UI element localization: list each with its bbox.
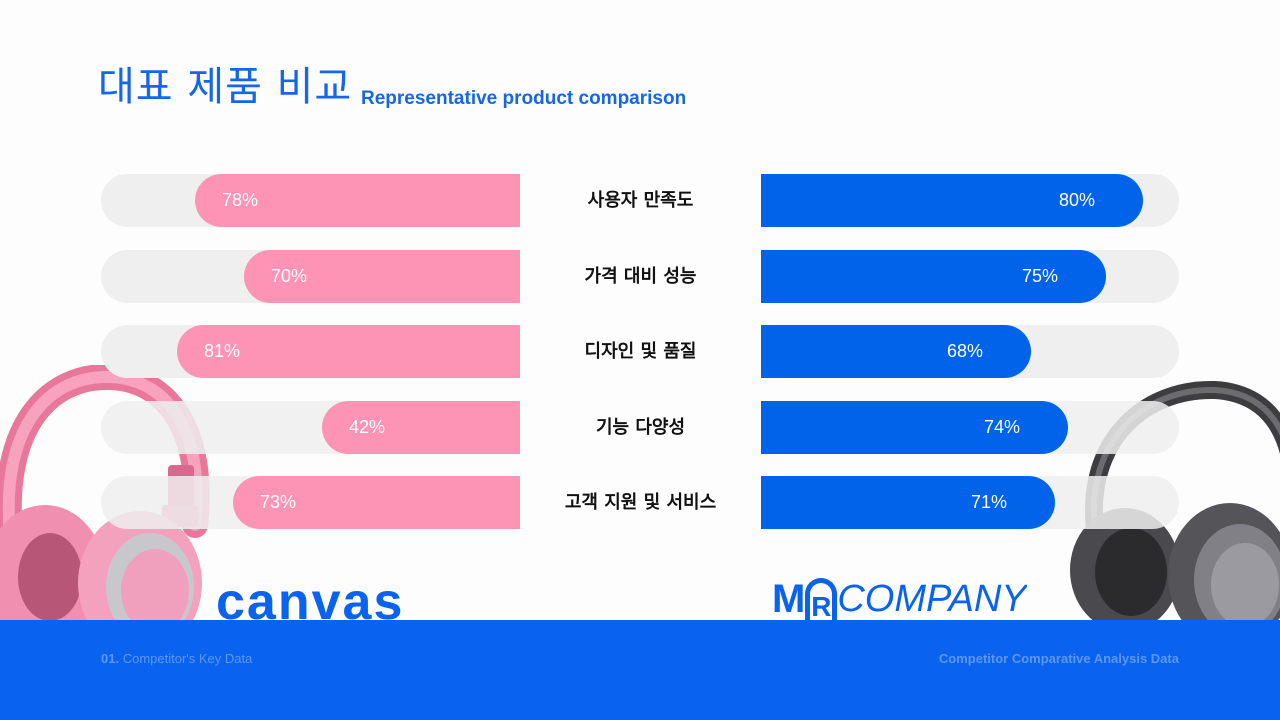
mrcompany-bar-track: 74% [761, 401, 1179, 454]
category-label: 디자인 및 품질 [584, 341, 697, 362]
canvas-value: 81% [204, 341, 241, 361]
category-label: 고객 지원 및 서비스 [564, 492, 717, 513]
mrcompany-value: 68% [946, 341, 983, 361]
logo-company-text: COMPANY [837, 578, 1027, 620]
comparison-row: 42% 기능 다양성 74% [0, 401, 1280, 454]
comparison-row: 81% 디자인 및 품질 68% [0, 325, 1280, 378]
mrcompany-bar: 80% [761, 174, 1143, 227]
canvas-bar-track: 73% [101, 476, 520, 529]
canvas-bar: 81% [177, 325, 520, 378]
page-title: 대표 제품 비교 [98, 64, 353, 110]
mrcompany-value: 75% [1021, 266, 1058, 286]
mrcompany-bar-track: 68% [761, 325, 1179, 378]
footer-section-number: 01. [101, 651, 120, 666]
logo-r-arch: R [805, 578, 838, 620]
logo-m: M [772, 577, 806, 620]
canvas-bar-track: 70% [101, 250, 520, 303]
canvas-logo: canvas [216, 573, 405, 620]
mrcompany-bar-track: 71% [761, 476, 1179, 529]
canvas-value: 73% [260, 492, 297, 512]
mrcompany-value: 74% [983, 417, 1020, 437]
canvas-bar-track: 78% [101, 174, 520, 227]
mrcompany-value: 80% [1058, 190, 1095, 210]
page-subtitle: Representative product comparison [361, 88, 687, 109]
mrcompany-bar-track: 80% [761, 174, 1179, 227]
canvas-bar-track: 81% [101, 325, 520, 378]
canvas-bar: 70% [244, 250, 520, 303]
category-label: 사용자 만족도 [587, 190, 694, 211]
mrcompany-logo: M R COMPANY [772, 574, 1027, 620]
comparison-row: 73% 고객 지원 및 서비스 71% [0, 476, 1280, 529]
comparison-row: 78% 사용자 만족도 80% [0, 174, 1280, 227]
category-label: 가격 대비 성능 [584, 266, 697, 287]
mrcompany-bar: 68% [761, 325, 1031, 378]
mrcompany-bar-track: 75% [761, 250, 1179, 303]
canvas-bar-track: 42% [101, 401, 520, 454]
footer-caption: Competitor Comparative Analysis Data [938, 651, 1179, 666]
mrcompany-bar: 75% [761, 250, 1106, 303]
canvas-bar: 42% [322, 401, 520, 454]
canvas-value: 78% [222, 190, 259, 210]
comparison-row: 70% 가격 대비 성능 75% [0, 250, 1280, 303]
dark-headphone-image [1070, 380, 1280, 630]
canvas-value: 42% [349, 417, 386, 437]
canvas-value: 70% [271, 266, 308, 286]
category-label: 기능 다양성 [595, 417, 686, 438]
footer-section-label: 01. Competitor's Key Data [101, 651, 252, 666]
mrcompany-value: 71% [970, 492, 1007, 512]
mrcompany-bar: 74% [761, 401, 1068, 454]
footer-bar: 01. Competitor's Key Data Competitor Com… [0, 620, 1280, 720]
footer-section-text: Competitor's Key Data [122, 651, 253, 666]
canvas-bar: 78% [195, 174, 520, 227]
canvas-bar: 73% [233, 476, 520, 529]
mrcompany-bar: 71% [761, 476, 1055, 529]
